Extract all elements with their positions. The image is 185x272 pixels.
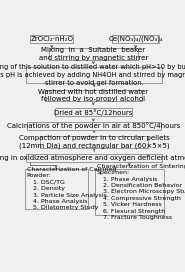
Text: Calcinations of the powder in air at 850°C/4hours: Calcinations of the powder in air at 850…: [7, 122, 181, 129]
Text: Mixing  in  a  Suitable  beaker
and stirring by magnetic stirrer: Mixing in a Suitable beaker and stirring…: [39, 47, 148, 61]
Text: Washed with hot distilled water
followed by iso-propyl alcohol: Washed with hot distilled water followed…: [38, 89, 148, 103]
Text: Ce(NO₃)₄/(NO₃)₄: Ce(NO₃)₄/(NO₃)₄: [108, 36, 163, 42]
FancyBboxPatch shape: [45, 90, 142, 101]
FancyBboxPatch shape: [95, 169, 164, 215]
FancyBboxPatch shape: [26, 154, 162, 162]
FancyBboxPatch shape: [27, 122, 161, 130]
FancyBboxPatch shape: [49, 48, 138, 60]
FancyBboxPatch shape: [26, 67, 162, 83]
FancyBboxPatch shape: [40, 136, 148, 148]
Text: Adding of this solution to distilled water which pH>10 by burette.
This pH is ac: Adding of this solution to distilled wat…: [0, 64, 185, 86]
FancyBboxPatch shape: [30, 35, 73, 43]
Text: Compaction of powder in to circular pellets
(12mm Dia) and rectangular bar (60×5: Compaction of powder in to circular pell…: [19, 135, 169, 149]
Text: Characterization of Sintering
Specimen:
   1. Phase Analysis
   2. Densification: Characterization of Sintering Specimen: …: [97, 164, 185, 220]
FancyBboxPatch shape: [25, 169, 88, 209]
FancyBboxPatch shape: [55, 108, 132, 116]
Text: ZrOCl₂·nH₂O: ZrOCl₂·nH₂O: [30, 36, 73, 42]
FancyBboxPatch shape: [112, 35, 159, 43]
Text: Dried at 85°C/12hours: Dried at 85°C/12hours: [54, 109, 133, 116]
Text: Sintering in oxidized atmosphere and oxygen deficient atmosphere: Sintering in oxidized atmosphere and oxy…: [0, 155, 185, 161]
Text: Characterization of Calcined
Powder:
   1. DSC/TG
   2. Density
   3. Particle S: Characterization of Calcined Powder: 1. …: [27, 167, 116, 210]
